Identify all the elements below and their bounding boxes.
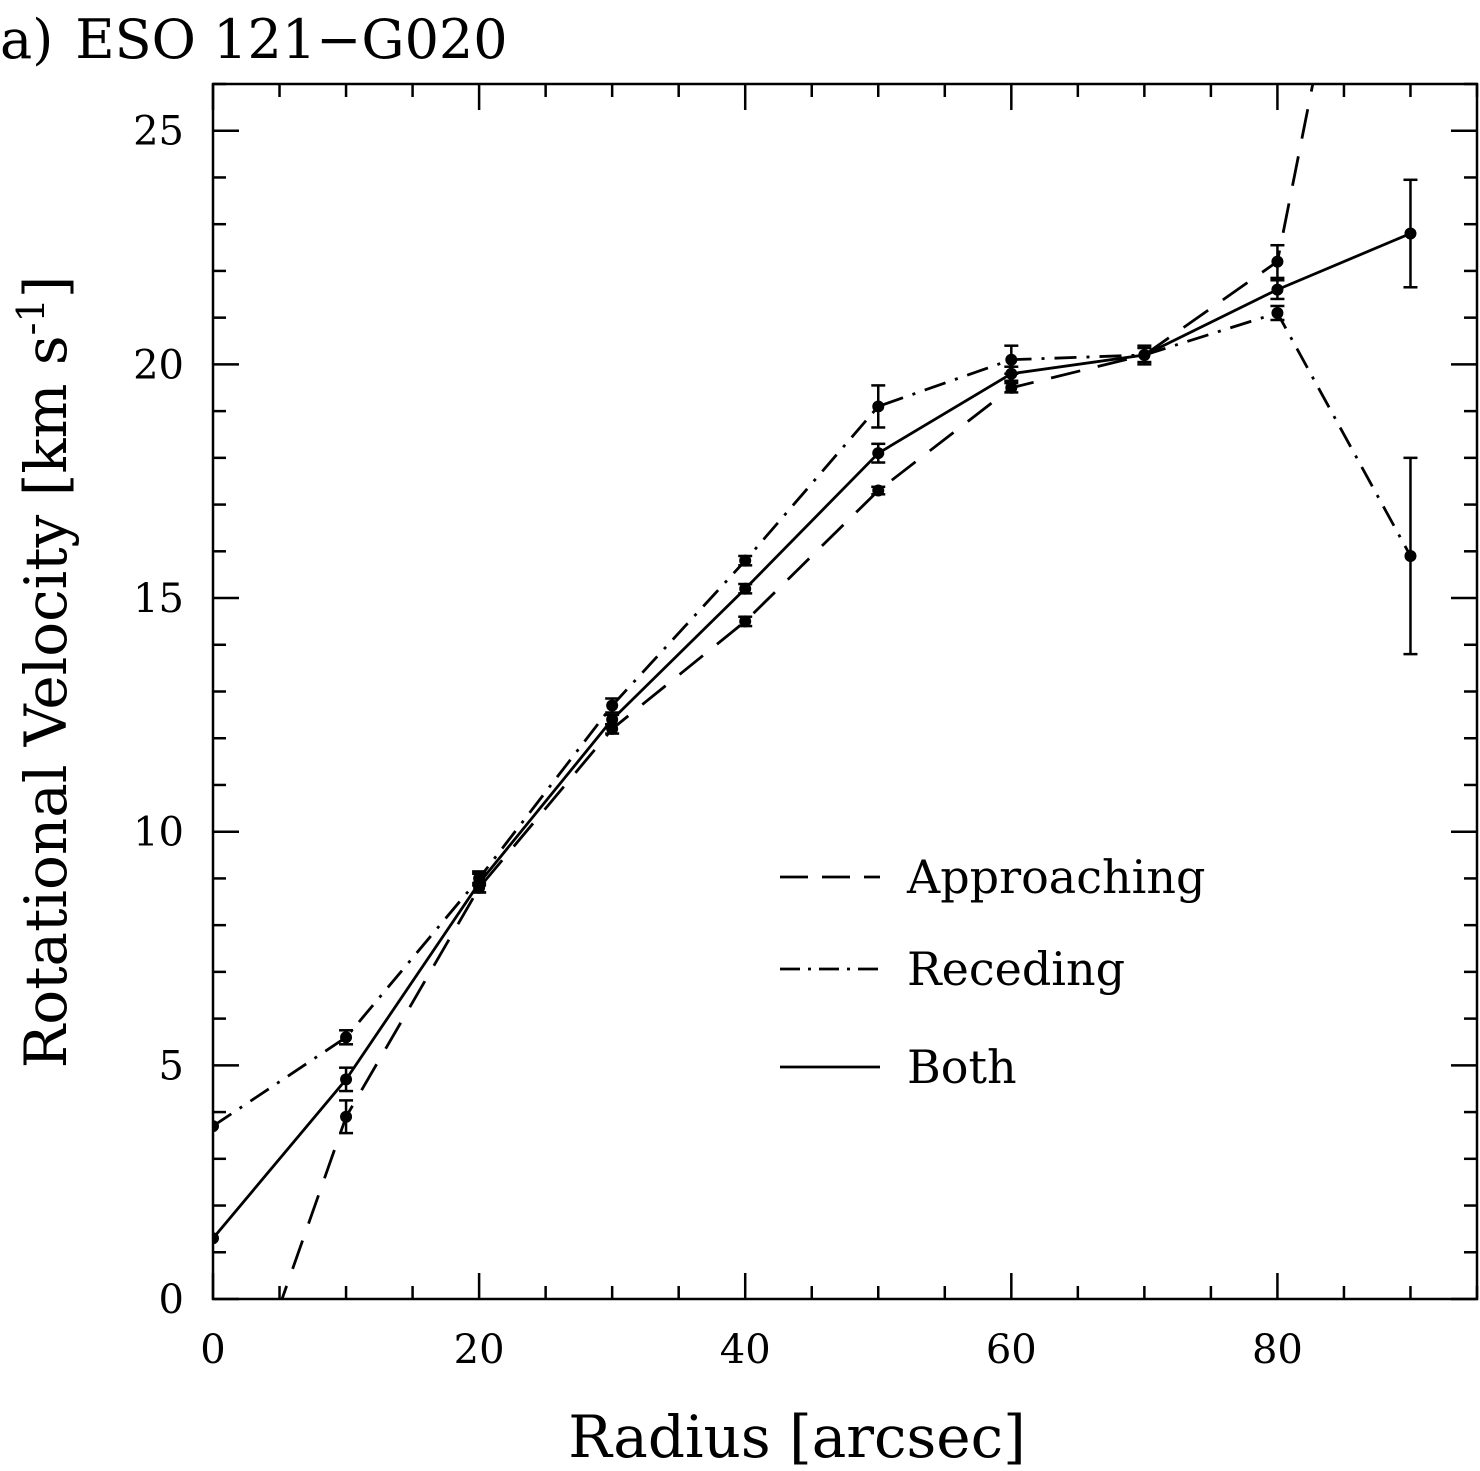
plot-frame [211, 82, 1479, 1301]
y-tick-label: 25 [133, 109, 184, 155]
data-point [1005, 353, 1018, 366]
data-point [1271, 306, 1284, 319]
data-point [872, 400, 885, 413]
data-point [340, 1073, 353, 1086]
y-tick-label: 20 [133, 342, 184, 388]
legend-label-receding: Receding [907, 942, 1125, 996]
legend: Approaching Receding Both [780, 850, 1205, 1094]
series-line-receding [213, 311, 1412, 1128]
series-line-both [213, 232, 1412, 1240]
data-point [606, 699, 619, 712]
data-point [1271, 283, 1284, 296]
y-tick-label: 15 [133, 576, 184, 622]
series-approaching [280, 84, 1315, 1299]
x-tick-labels: 0 20 40 60 80 [200, 1327, 1303, 1373]
y-axis-label: Rotational Velocity [km s-1] [9, 276, 80, 1069]
y-tick-labels: 0 5 10 15 20 25 [133, 109, 184, 1323]
data-point [213, 1120, 219, 1133]
data-series [213, 84, 1418, 1299]
legend-label-approaching: Approaching [906, 850, 1205, 904]
data-point [1404, 549, 1417, 562]
data-point [1005, 381, 1018, 394]
x-tick-label: 40 [720, 1327, 771, 1373]
data-point [340, 1110, 353, 1123]
data-point [739, 615, 752, 628]
data-point [473, 877, 486, 890]
x-axis-label: Radius [arcsec] [568, 1403, 1025, 1471]
data-point [1138, 349, 1151, 362]
legend-label-both: Both [907, 1040, 1017, 1094]
chart-title: a) ESO 121−G020 [0, 8, 508, 71]
series-both [213, 178, 1418, 1245]
data-point [739, 554, 752, 567]
data-point [1005, 367, 1018, 380]
y-tick-label: 10 [133, 810, 184, 856]
data-point [739, 582, 752, 595]
series-line-approaching [280, 84, 1315, 1299]
x-tick-label: 60 [986, 1327, 1037, 1373]
y-tick-label: 5 [159, 1043, 184, 1089]
data-point [872, 447, 885, 460]
y-tick-label: 0 [159, 1277, 184, 1323]
series-receding [213, 304, 1418, 1133]
x-tick-label: 0 [200, 1327, 225, 1373]
data-point [1404, 227, 1417, 240]
data-point [872, 484, 885, 497]
data-point [606, 722, 619, 735]
data-point [213, 1232, 219, 1245]
data-point [340, 1031, 353, 1044]
x-tick-label: 80 [1252, 1327, 1303, 1373]
x-tick-label: 20 [454, 1327, 505, 1373]
data-point [1271, 255, 1284, 268]
data-point [606, 713, 619, 726]
axis-ticks [211, 82, 1479, 1301]
